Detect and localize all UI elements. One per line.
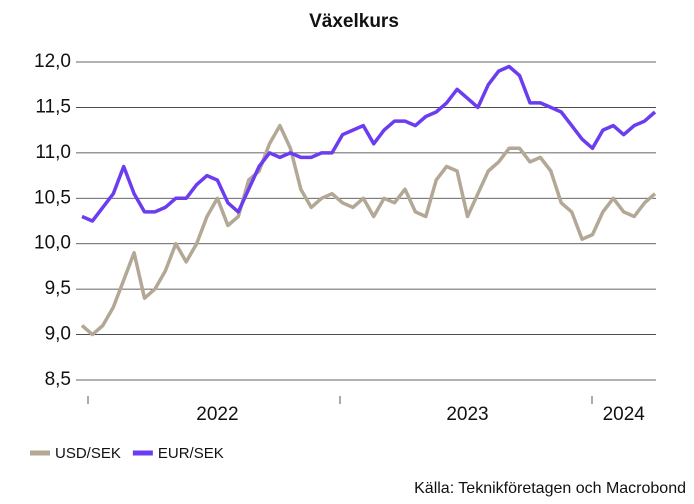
x-tick-label: 2024 — [603, 404, 646, 425]
y-tick-label: 10,0 — [34, 233, 71, 254]
y-tick-label: 9,5 — [45, 278, 71, 299]
y-tick-label: 10,5 — [34, 187, 71, 208]
chart-title: Växelkurs — [309, 11, 399, 32]
legend-label: EUR/SEK — [158, 445, 224, 462]
line-series — [80, 123, 657, 337]
x-tick-label: 2022 — [196, 404, 238, 425]
y-tick-label: 11,5 — [35, 96, 71, 117]
y-tick-label: 9,0 — [45, 324, 71, 345]
x-tick-label: 2023 — [446, 404, 488, 425]
legend-label: USD/SEK — [55, 445, 121, 462]
source: Källa: Teknikföretagen och Macrobond — [414, 480, 686, 497]
y-tick-label: 12,0 — [34, 51, 71, 72]
y-tick-label: 8,5 — [45, 369, 71, 390]
line-series — [81, 64, 657, 223]
y-tick-label: 11,0 — [35, 142, 71, 163]
